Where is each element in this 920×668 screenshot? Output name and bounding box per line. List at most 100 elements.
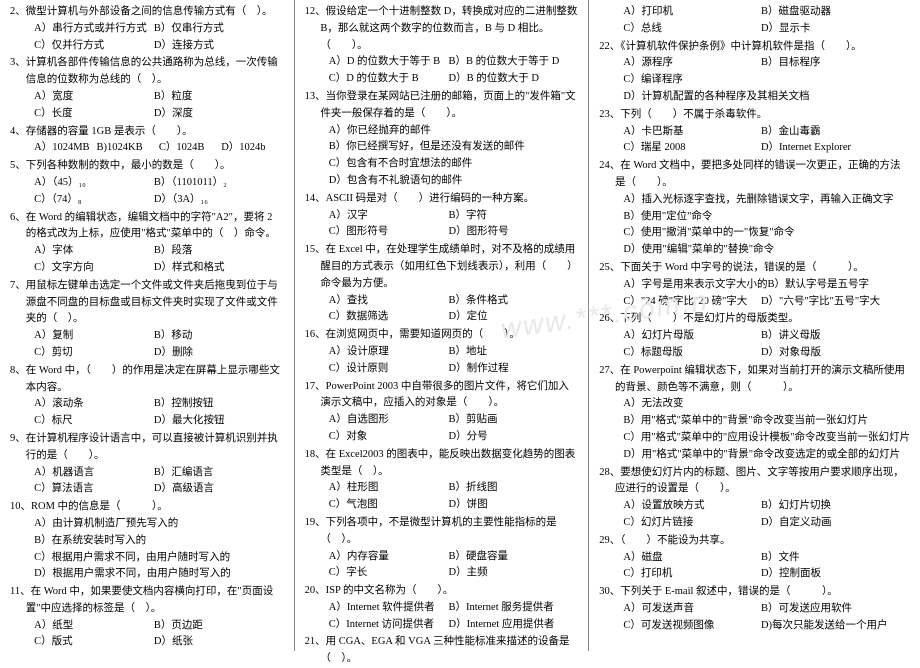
- q5-d: D）（3A）₁₆: [154, 192, 274, 209]
- question-30: 30、下列关于 E-mail 叙述中，错误的是（ ）。 A）可发送声音 B）可发…: [599, 584, 910, 634]
- q3-a: A）宽度: [34, 89, 154, 106]
- q3-b: B）粒度: [154, 89, 274, 106]
- q10-b: B）在系统安装时写入的: [34, 533, 283, 550]
- question-9: 9、在计算机程序设计语言中，可以直接被计算机识别并执行的是（ ）。 A）机器语言…: [10, 431, 284, 498]
- q26-stem: 26、下列（ ）不是幻灯片的母版类型。: [599, 311, 910, 328]
- q11-b: B）页边距: [154, 618, 274, 635]
- q18-b: B）折线图: [448, 480, 568, 497]
- q29-stem: 29、（ ）不能设为共享。: [599, 533, 910, 550]
- q11-a: A）纸型: [34, 618, 154, 635]
- q9-b: B）汇编语言: [154, 465, 274, 482]
- q22-b: B）目标程序: [761, 55, 899, 72]
- q20-a: A）Internet 软件提供者: [329, 600, 449, 617]
- question-26: 26、下列（ ）不是幻灯片的母版类型。 A）幻灯片母版 B）讲义母版 C）标题母…: [599, 311, 910, 361]
- q16-c: C）设计原则: [329, 361, 449, 378]
- q24-stem: 24、在 Word 文档中，要把多处同样的错误一次更正，正确的方法是（ ）。: [599, 158, 910, 192]
- question-14: 14、ASCII 码是对（ ）进行编码的一种方案。 A）汉字 B）字符 C）图形…: [305, 191, 579, 241]
- q24-d: D）使用"编辑"菜单的"替换"命令: [623, 242, 910, 259]
- question-12: 12、假设给定一个十进制整数 D，转换成对应的二进制整数 B，那么就这两个数字的…: [305, 4, 579, 88]
- question-3: 3、计算机各部件传输信息的公共通路称为总线，一次传输信息的位数称为总线的（ ）。…: [10, 55, 284, 122]
- q8-a: A）滚动条: [34, 396, 154, 413]
- question-22: 22、《计算机软件保护条例》中计算机软件是指（ ）。 A）源程序 B）目标程序 …: [599, 39, 910, 106]
- column-2: 12、假设给定一个十进制整数 D，转换成对应的二进制整数 B，那么就这两个数字的…: [295, 0, 590, 651]
- question-7: 7、用鼠标左键单击选定一个文件或文件夹后拖曳到位于与源盘不同盘的目标盘或目标文件…: [10, 278, 284, 362]
- q10-stem: 10、ROM 中的信息是（ ）。: [10, 499, 284, 516]
- q12-a: A）D 的位数大于等于 B: [329, 54, 449, 71]
- q25-d: D）"六号"字比"五号"字大: [761, 294, 899, 311]
- q2-d: D）连接方式: [154, 38, 274, 55]
- question-13: 13、当你登录在某网站已注册的邮箱，页面上的"发件箱"文件夹一般保存着的是（ ）…: [305, 89, 579, 190]
- q4-d: D）1024b: [221, 140, 283, 157]
- q24-b: B）使用"定位"命令: [623, 209, 910, 226]
- q8-c: C）标尺: [34, 413, 154, 430]
- q18-d: D）饼图: [448, 497, 568, 514]
- question-17: 17、PowerPoint 2003 中自带很多的图片文件，将它们加入演示文稿中…: [305, 379, 579, 446]
- q16-d: D）制作过程: [448, 361, 568, 378]
- question-19: 19、下列各项中，不是微型计算机的主要性能指标的是（ ）。 A）内存容量 B）硬…: [305, 515, 579, 582]
- q15-stem: 15、在 Excel 中，在处理学生成绩单时，对不及格的成绩用醒目的方式表示（如…: [305, 242, 579, 292]
- q11-stem: 11、在 Word 中，如果要使文档内容横向打印，在"页面设置"中应选择的标签是…: [10, 584, 284, 618]
- q10-d: D）根据用户需求不同，由用户随时写入的: [34, 566, 283, 583]
- q18-a: A）柱形图: [329, 480, 449, 497]
- q9-a: A）机器语言: [34, 465, 154, 482]
- q6-c: C）文字方向: [34, 260, 154, 277]
- q4-a: A）1024MB: [34, 140, 96, 157]
- q27-stem: 27、在 Powerpoint 编辑状态下，如果对当前打开的演示文稿所使用的背景…: [599, 363, 910, 397]
- q21-b: B）磁盘驱动器: [761, 4, 899, 21]
- q9-c: C）算法语言: [34, 481, 154, 498]
- q13-c: C）包含有不合时宜想法的邮件: [329, 156, 578, 173]
- q27-c: C）用"格式"菜单中的"应用设计模板"命令改变当前一张幻灯片: [623, 430, 910, 447]
- q17-c: C）对象: [329, 429, 449, 446]
- q25-stem: 25、下面关于 Word 中字号的说法，错误的是（ ）。: [599, 260, 910, 277]
- q4-stem: 4、存储器的容量 1GB 是表示（ ）。: [10, 124, 284, 141]
- q2-b: B）仅串行方式: [154, 21, 274, 38]
- question-6: 6、在 Word 的编辑状态，编辑文档中的字符"A2"，要将 2 的格式改为上标…: [10, 210, 284, 277]
- question-27: 27、在 Powerpoint 编辑状态下，如果对当前打开的演示文稿所使用的背景…: [599, 363, 910, 464]
- q19-stem: 19、下列各项中，不是微型计算机的主要性能指标的是（ ）。: [305, 515, 579, 549]
- q11-d: D）纸张: [154, 634, 274, 651]
- q26-c: C）标题母版: [623, 345, 761, 362]
- q23-b: B）金山毒霸: [761, 124, 899, 141]
- q21-d: D）显示卡: [761, 21, 899, 38]
- q26-d: D）对象母版: [761, 345, 899, 362]
- q9-d: D）高级语言: [154, 481, 274, 498]
- question-20: 20、ISP 的中文名称为（ ）。 A）Internet 软件提供者 B）Int…: [305, 583, 579, 633]
- question-24: 24、在 Word 文档中，要把多处同样的错误一次更正，正确的方法是（ ）。 A…: [599, 158, 910, 259]
- q22-a: A）源程序: [623, 55, 761, 72]
- q23-c: C）瑞星 2008: [623, 140, 761, 157]
- q30-b: B）可发送应用软件: [761, 601, 899, 618]
- q27-d: D）用"格式"菜单中的"背景"命令改变选定的或全部的幻灯片: [623, 447, 910, 464]
- q22-stem: 22、《计算机软件保护条例》中计算机软件是指（ ）。: [599, 39, 910, 56]
- question-21: 21、用 CGA、EGA 和 VGA 三种性能标准来描述的设备是（ ）。: [305, 634, 579, 668]
- question-2: 2、微型计算机与外部设备之间的信息传输方式有（ ）。 A）串行方式或并行方式 B…: [10, 4, 284, 54]
- q3-c: C）长度: [34, 106, 154, 123]
- q5-a: A）（45）₁₀: [34, 175, 154, 192]
- q17-stem: 17、PowerPoint 2003 中自带很多的图片文件，将它们加入演示文稿中…: [305, 379, 579, 413]
- column-1: 2、微型计算机与外部设备之间的信息传输方式有（ ）。 A）串行方式或并行方式 B…: [0, 0, 295, 651]
- q25-c: C）"24 磅"字比"20 磅"字大: [623, 294, 761, 311]
- question-11: 11、在 Word 中，如果要使文档内容横向打印，在"页面设置"中应选择的标签是…: [10, 584, 284, 651]
- q15-a: A）查找: [329, 293, 449, 310]
- q28-b: B）幻灯片切换: [761, 498, 899, 515]
- q21-a: A）打印机: [623, 4, 761, 21]
- q13-stem: 13、当你登录在某网站已注册的邮箱，页面上的"发件箱"文件夹一般保存着的是（ ）…: [305, 89, 579, 123]
- q29-b: B）文件: [761, 550, 899, 567]
- q30-stem: 30、下列关于 E-mail 叙述中，错误的是（ ）。: [599, 584, 910, 601]
- q18-stem: 18、在 Excel2003 的图表中，能反映出数据变化趋势的图表类型是（ ）。: [305, 447, 579, 481]
- q2-stem: 2、微型计算机与外部设备之间的信息传输方式有（ ）。: [10, 4, 284, 21]
- q13-d: D）包含有不礼貌语句的邮件: [329, 173, 578, 190]
- q4-c: C）1024B: [159, 140, 221, 157]
- q29-a: A）磁盘: [623, 550, 761, 567]
- q12-b: B）B 的位数大于等于 D: [448, 54, 568, 71]
- q22-c: C）编译程序: [623, 72, 761, 89]
- q2-c: C）仅并行方式: [34, 38, 154, 55]
- q28-d: D）自定义动画: [761, 515, 899, 532]
- q8-d: D）最大化按钮: [154, 413, 274, 430]
- q29-c: C）打印机: [623, 566, 761, 583]
- q15-b: B）条件格式: [448, 293, 568, 310]
- q16-a: A）设计原理: [329, 344, 449, 361]
- q8-b: B）控制按钮: [154, 396, 274, 413]
- q30-a: A）可发送声音: [623, 601, 761, 618]
- q13-a: A）你已经抛弃的邮件: [329, 123, 578, 140]
- q4-b: B)1024KB: [97, 140, 159, 157]
